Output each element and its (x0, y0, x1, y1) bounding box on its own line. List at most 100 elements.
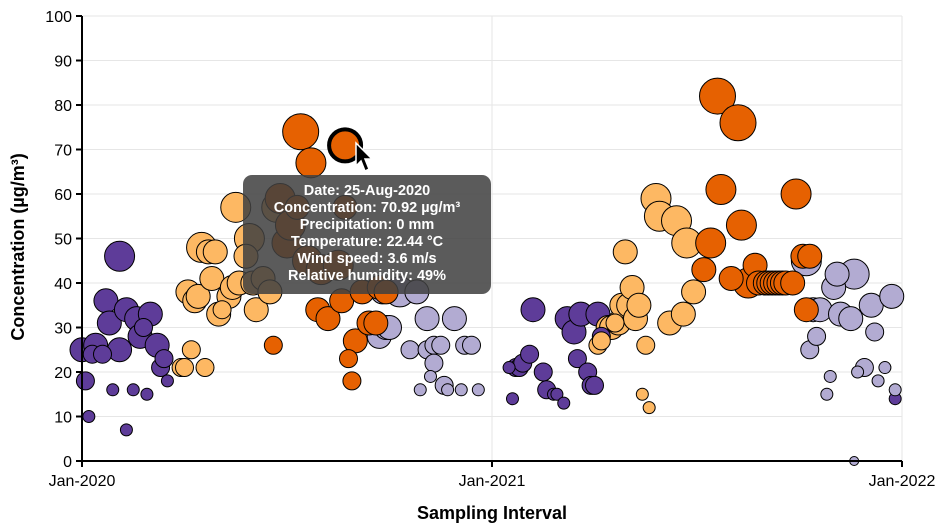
autumn-data-point[interactable] (705, 174, 737, 206)
winter-data-point[interactable] (106, 383, 120, 397)
autumn-data-point[interactable] (263, 335, 283, 355)
winter-data-point[interactable] (154, 349, 174, 369)
summer-data-point[interactable] (185, 283, 211, 309)
highlighted-data-point[interactable] (327, 127, 364, 164)
winter-data-point[interactable] (93, 344, 112, 364)
spring-data-point[interactable] (454, 383, 468, 397)
winter-data-point[interactable] (104, 240, 136, 272)
tooltip-wind-speed: Wind speed: 3.6 m/s (297, 251, 437, 267)
summer-data-point[interactable] (636, 335, 656, 355)
summer-data-point[interactable] (195, 358, 215, 378)
winter-data-point[interactable] (520, 297, 546, 323)
summer-data-point[interactable] (175, 358, 194, 378)
winter-data-point[interactable] (126, 383, 140, 397)
spring-data-point[interactable] (888, 383, 902, 397)
data-points (69, 77, 905, 466)
summer-data-point[interactable] (212, 300, 232, 320)
autumn-data-point[interactable] (295, 147, 327, 179)
autumn-data-point[interactable] (780, 270, 806, 296)
winter-data-point[interactable] (107, 337, 133, 363)
winter-data-point[interactable] (75, 371, 95, 391)
tooltip-humidity: Relative humidity: 49% (288, 268, 446, 284)
tooltip-precipitation: Precipitation: 0 mm (299, 217, 435, 233)
winter-data-point[interactable] (134, 318, 153, 337)
x-tick-label: Jan-2022 (869, 473, 936, 490)
autumn-data-point[interactable] (282, 113, 320, 151)
summer-data-point[interactable] (612, 239, 638, 265)
x-tick-label: Jan-2020 (49, 473, 116, 490)
y-tick-label: 60 (54, 187, 72, 204)
gridlines (82, 15, 903, 461)
tooltip-date: Date: 25-Aug-2020 (303, 183, 431, 199)
spring-data-point[interactable] (462, 335, 481, 355)
autumn-data-point[interactable] (718, 266, 744, 292)
spring-data-point[interactable] (424, 369, 437, 383)
spring-data-point[interactable] (414, 306, 440, 332)
y-tick-label: 30 (54, 321, 72, 338)
spring-data-point[interactable] (400, 340, 420, 360)
spring-data-point[interactable] (424, 353, 444, 373)
spring-data-point[interactable] (823, 369, 837, 383)
autumn-data-point[interactable] (363, 310, 389, 336)
winter-data-point[interactable] (533, 362, 553, 382)
autumn-data-point[interactable] (719, 104, 757, 142)
summer-data-point[interactable] (626, 292, 652, 318)
spring-data-point[interactable] (471, 383, 485, 397)
y-axis-title: Concentration (µg/m³) (8, 153, 28, 340)
summer-data-point[interactable] (670, 301, 696, 327)
spring-data-point[interactable] (824, 261, 850, 287)
axis-ticks: 0 10 20 30 40 50 60 70 80 90 100 Jan-2020 Jan-2021 Ja… (45, 9, 935, 490)
winter-data-point[interactable] (557, 396, 571, 410)
summer-data-point[interactable] (681, 279, 707, 305)
y-tick-label: 50 (54, 232, 72, 249)
autumn-data-point[interactable] (695, 227, 727, 259)
spring-data-point[interactable] (851, 365, 865, 379)
autumn-data-point[interactable] (699, 77, 736, 115)
summer-data-point[interactable] (591, 331, 611, 351)
spring-data-point[interactable] (878, 361, 892, 375)
spring-data-point[interactable] (441, 306, 467, 332)
spring-data-point[interactable] (820, 387, 834, 401)
autumn-data-point[interactable] (725, 209, 757, 241)
winter-data-point[interactable] (550, 387, 564, 401)
y-tick-label: 100 (45, 9, 72, 26)
spring-data-point[interactable] (413, 383, 427, 397)
x-axis-title: Sampling Interval (417, 503, 567, 523)
summer-data-point[interactable] (181, 340, 201, 360)
winter-data-point[interactable] (82, 410, 96, 423)
x-tick-label: Jan-2021 (459, 473, 526, 490)
y-tick-label: 70 (54, 143, 72, 160)
autumn-data-point[interactable] (797, 243, 823, 269)
winter-data-point[interactable] (585, 375, 604, 395)
spring-data-point[interactable] (807, 326, 827, 346)
autumn-data-point[interactable] (793, 297, 819, 323)
spring-data-point[interactable] (871, 374, 885, 388)
spring-data-point[interactable] (838, 306, 864, 332)
y-tick-label: 10 (54, 410, 72, 427)
winter-data-point[interactable] (506, 392, 519, 406)
winter-data-point[interactable] (520, 344, 540, 364)
autumn-data-point[interactable] (691, 257, 717, 283)
winter-data-point[interactable] (140, 387, 154, 401)
spring-data-point[interactable] (431, 335, 451, 355)
winter-data-point[interactable] (567, 349, 587, 369)
autumn-data-point[interactable] (339, 349, 358, 369)
winter-data-point[interactable] (119, 423, 133, 437)
autumn-data-point[interactable] (780, 178, 812, 210)
y-tick-label: 90 (54, 54, 72, 71)
autumn-data-point[interactable] (315, 306, 341, 332)
spring-data-point[interactable] (865, 322, 885, 342)
summer-data-point[interactable] (605, 313, 625, 333)
summer-data-point[interactable] (635, 387, 649, 401)
winter-data-point[interactable] (96, 310, 122, 336)
winter-data-point[interactable] (160, 374, 174, 388)
winter-data-point[interactable] (502, 361, 516, 375)
spring-data-point[interactable] (441, 383, 455, 397)
autumn-data-point[interactable] (342, 371, 362, 391)
summer-data-point[interactable] (243, 297, 269, 323)
mouse-pointer-icon (355, 141, 374, 173)
spring-data-point[interactable] (879, 283, 905, 309)
summer-data-point[interactable] (642, 401, 656, 415)
summer-data-point[interactable] (202, 239, 228, 265)
